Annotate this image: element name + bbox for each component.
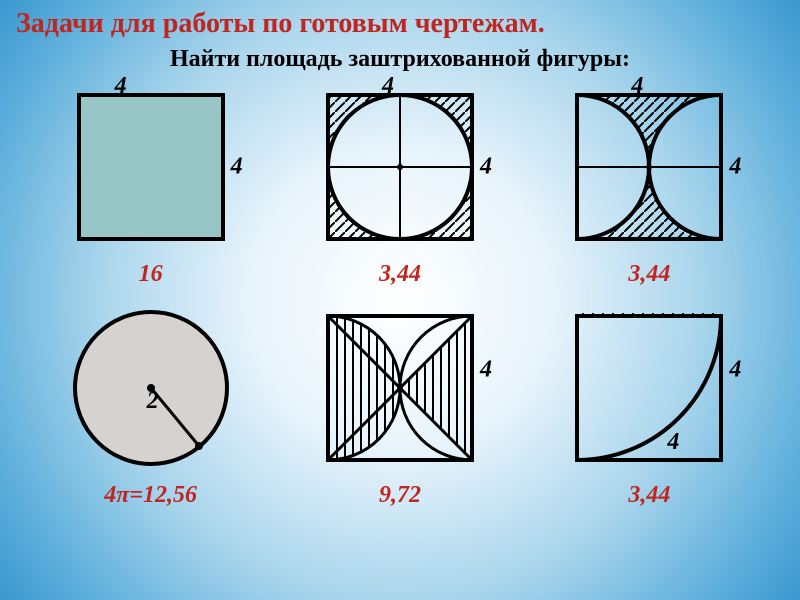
label-top: 4 [382,73,394,100]
label-right: 4 [729,357,741,384]
figure-4: 2 4π=12,56 [46,298,255,509]
answer: 3,44 [628,261,670,288]
square-quarter-arc-icon [574,313,724,463]
label-bottom: 4 [667,429,679,456]
label-right: 4 [231,154,243,181]
figure-2: 4 4 [295,77,504,288]
page-title: Задачи для работы по готовым чертежам. [16,8,784,40]
answer: 4π=12,56 [104,482,197,509]
figure-3: 4 4 [545,77,754,288]
answer: 3,44 [628,482,670,509]
square-two-semicircles-icon [574,92,724,242]
page-subtitle: Найти площадь заштрихованной фигуры: [16,46,784,73]
figure-grid: 4 4 16 4 4 [16,77,784,509]
figure-1: 4 4 16 [46,77,255,288]
figure-6: 4 4 3,44 [545,298,754,509]
label-right: 4 [729,154,741,181]
label-radius: 2 [147,388,159,415]
label-top: 4 [631,73,643,100]
square-circle-icon [325,92,475,242]
answer: 3,44 [379,261,421,288]
answer: 9,72 [379,482,421,509]
label-right: 4 [480,154,492,181]
answer: 16 [139,261,163,288]
square-icon [76,92,226,242]
square-diagonals-icon [325,313,475,463]
figure-5: 4 [295,298,504,509]
label-right: 4 [480,357,492,384]
label-top: 4 [115,73,127,100]
